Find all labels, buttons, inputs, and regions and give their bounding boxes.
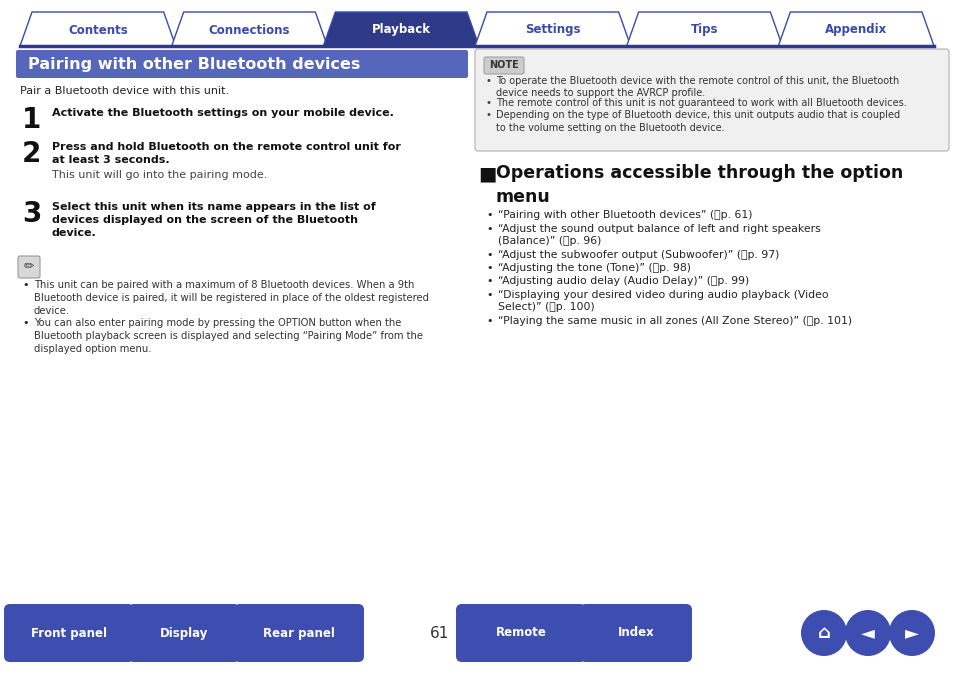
- Text: •: •: [485, 250, 492, 260]
- Text: Settings: Settings: [524, 24, 580, 36]
- Text: “Adjusting the tone (Tone)” (⨃p. 98): “Adjusting the tone (Tone)” (⨃p. 98): [497, 263, 690, 273]
- Text: •: •: [485, 210, 492, 220]
- Circle shape: [888, 610, 934, 656]
- Text: Pair a Bluetooth device with this unit.: Pair a Bluetooth device with this unit.: [20, 86, 229, 96]
- Polygon shape: [20, 12, 175, 46]
- Text: Rear panel: Rear panel: [263, 627, 335, 639]
- Text: 3: 3: [22, 200, 41, 228]
- FancyBboxPatch shape: [579, 604, 691, 662]
- Text: Press and hold Bluetooth on the remote control unit for
at least 3 seconds.: Press and hold Bluetooth on the remote c…: [52, 142, 400, 165]
- Text: Tips: Tips: [690, 24, 718, 36]
- Text: Operations accessible through the option
menu: Operations accessible through the option…: [496, 164, 902, 205]
- Text: “Displaying your desired video during audio playback (Video
Select)” (⨃p. 100): “Displaying your desired video during au…: [497, 290, 828, 312]
- Text: ⌂: ⌂: [817, 624, 829, 642]
- Text: The remote control of this unit is not guaranteed to work with all Bluetooth dev: The remote control of this unit is not g…: [496, 98, 905, 108]
- Polygon shape: [475, 12, 630, 46]
- Text: •: •: [485, 316, 492, 326]
- FancyBboxPatch shape: [483, 57, 523, 74]
- Polygon shape: [626, 12, 781, 46]
- Text: Select this unit when its name appears in the list of
devices displayed on the s: Select this unit when its name appears i…: [52, 202, 375, 238]
- Text: •: •: [485, 277, 492, 287]
- Text: Front panel: Front panel: [30, 627, 107, 639]
- FancyBboxPatch shape: [233, 604, 364, 662]
- Text: Depending on the type of Bluetooth device, this unit outputs audio that is coupl: Depending on the type of Bluetooth devic…: [496, 110, 900, 133]
- Text: •: •: [22, 280, 29, 290]
- FancyBboxPatch shape: [18, 256, 40, 278]
- FancyBboxPatch shape: [4, 604, 133, 662]
- Polygon shape: [172, 12, 327, 46]
- Text: •: •: [485, 263, 492, 273]
- Text: Display: Display: [160, 627, 208, 639]
- Text: ◄: ◄: [861, 624, 874, 642]
- Text: Index: Index: [617, 627, 654, 639]
- Circle shape: [844, 610, 890, 656]
- FancyBboxPatch shape: [475, 49, 948, 151]
- Polygon shape: [778, 12, 933, 46]
- Text: This unit will go into the pairing mode.: This unit will go into the pairing mode.: [52, 170, 267, 180]
- Text: 1: 1: [22, 106, 41, 134]
- Text: “Adjust the subwoofer output (Subwoofer)” (⨃p. 97): “Adjust the subwoofer output (Subwoofer)…: [497, 250, 779, 260]
- Polygon shape: [323, 12, 478, 46]
- Text: Playback: Playback: [372, 24, 430, 36]
- Text: “Adjust the sound output balance of left and right speakers
(Balance)” (⨃p. 96): “Adjust the sound output balance of left…: [497, 223, 820, 246]
- Text: Remote: Remote: [495, 627, 546, 639]
- Text: Pairing with other Bluetooth devices: Pairing with other Bluetooth devices: [28, 57, 360, 71]
- Text: 2: 2: [22, 140, 41, 168]
- Text: 61: 61: [430, 625, 449, 641]
- Text: “Pairing with other Bluetooth devices” (⨃p. 61): “Pairing with other Bluetooth devices” (…: [497, 210, 752, 220]
- FancyBboxPatch shape: [128, 604, 240, 662]
- Circle shape: [801, 610, 846, 656]
- Text: Connections: Connections: [209, 24, 290, 36]
- Text: NOTE: NOTE: [489, 61, 518, 71]
- FancyBboxPatch shape: [456, 604, 585, 662]
- Text: To operate the Bluetooth device with the remote control of this unit, the Blueto: To operate the Bluetooth device with the…: [496, 76, 899, 98]
- Text: •: •: [485, 290, 492, 300]
- Text: •: •: [485, 76, 492, 86]
- Text: ►: ►: [904, 624, 918, 642]
- Text: “Playing the same music in all zones (All Zone Stereo)” (⨃p. 101): “Playing the same music in all zones (Al…: [497, 316, 851, 326]
- Text: ✏: ✏: [24, 260, 34, 273]
- Text: “Adjusting audio delay (Audio Delay)” (⨃p. 99): “Adjusting audio delay (Audio Delay)” (⨃…: [497, 277, 748, 287]
- Text: ■: ■: [477, 164, 496, 183]
- Text: •: •: [22, 318, 29, 328]
- Text: •: •: [485, 98, 492, 108]
- Text: You can also enter pairing mode by pressing the OPTION button when the
Bluetooth: You can also enter pairing mode by press…: [34, 318, 422, 353]
- Text: Activate the Bluetooth settings on your mobile device.: Activate the Bluetooth settings on your …: [52, 108, 394, 118]
- Text: Appendix: Appendix: [824, 24, 886, 36]
- FancyBboxPatch shape: [16, 50, 468, 78]
- Text: •: •: [485, 223, 492, 234]
- Text: This unit can be paired with a maximum of 8 Bluetooth devices. When a 9th
Blueto: This unit can be paired with a maximum o…: [34, 280, 429, 316]
- Text: Contents: Contents: [68, 24, 128, 36]
- Text: •: •: [485, 110, 492, 120]
